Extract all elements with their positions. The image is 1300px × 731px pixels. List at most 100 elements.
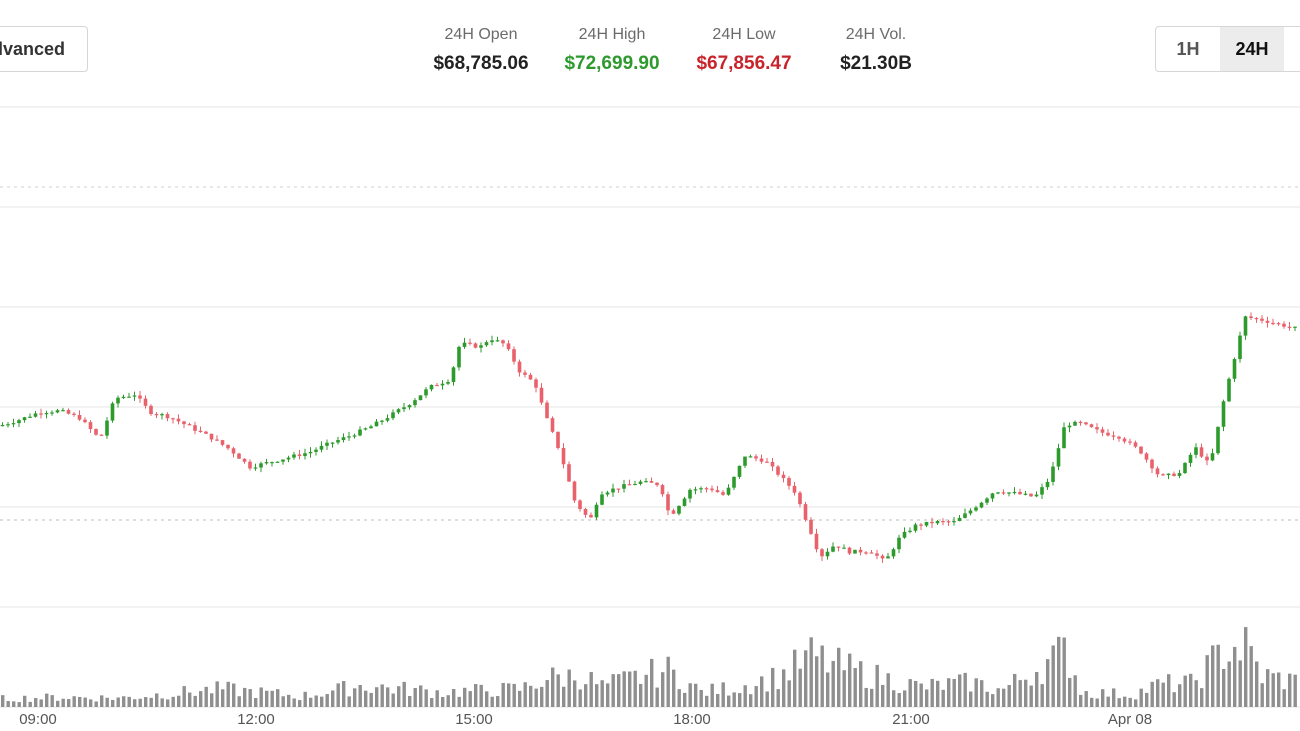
volume-bar — [127, 696, 131, 707]
candle-down — [149, 405, 153, 415]
volume-bar — [672, 669, 676, 707]
advanced-button[interactable]: lvanced — [0, 26, 88, 72]
candle-up — [644, 481, 648, 483]
volume-bar — [875, 664, 879, 707]
candle-up — [6, 424, 10, 426]
volume-bar — [1277, 672, 1281, 707]
volume-bar — [479, 684, 483, 707]
candle-up — [633, 483, 637, 486]
candle-up — [308, 451, 313, 454]
volume-bar — [1007, 685, 1011, 707]
candle-down — [1018, 491, 1022, 495]
volume-bar — [100, 695, 104, 707]
volume-bar — [232, 683, 236, 707]
x-tick-label: 12:00 — [237, 711, 275, 728]
volume-bar — [782, 669, 786, 707]
stat-label: 24H Vol. — [845, 26, 907, 43]
stat-value: $21.30B — [840, 53, 912, 74]
candle-up — [341, 437, 346, 441]
volume-bar — [864, 687, 868, 707]
candle-down — [1111, 435, 1116, 437]
volume-bar — [1029, 685, 1033, 707]
candle-down — [534, 379, 538, 388]
volume-bar — [1057, 636, 1061, 707]
candle-up — [1221, 401, 1226, 427]
volume-bar — [556, 674, 560, 707]
candle-down — [1084, 422, 1088, 425]
candle-down — [215, 439, 219, 441]
range-option-1h[interactable]: 1H — [1176, 38, 1200, 59]
volume-bar — [122, 696, 126, 707]
volume-bar — [1156, 679, 1160, 707]
candle-down — [1133, 442, 1138, 447]
candle-up — [831, 546, 835, 552]
volume-bar — [633, 670, 637, 707]
candle-down — [171, 418, 175, 420]
candle-up — [1232, 359, 1237, 379]
candle-up — [974, 507, 978, 511]
candle-up — [732, 476, 736, 488]
candle-down — [578, 500, 582, 509]
candle-down — [204, 431, 208, 434]
volume-bar — [1167, 674, 1171, 707]
volume-bar — [292, 698, 296, 707]
candle-down — [1254, 317, 1259, 320]
x-axis: 09:00 12:00 15:00 18:00 21:00 Apr 08 — [19, 711, 1152, 728]
volume-bar — [963, 672, 967, 707]
volume-bar — [276, 689, 280, 707]
volume-bar — [1227, 661, 1231, 707]
volume-bar — [1040, 684, 1044, 707]
candle-down — [1271, 322, 1275, 325]
volume-bar — [1150, 681, 1154, 707]
volume-bar — [1183, 675, 1187, 707]
candle-down — [198, 430, 203, 432]
candle-down — [759, 458, 764, 462]
candle-down — [836, 546, 841, 548]
candle-down — [473, 343, 478, 348]
candle-up — [440, 383, 445, 386]
stat-24h-high: 24H High $72,699.90 — [542, 24, 682, 76]
volume-bar — [512, 683, 516, 707]
volume-bar — [980, 680, 984, 707]
candle-down — [880, 555, 885, 559]
volume-bar — [199, 691, 203, 707]
candle-down — [1199, 447, 1204, 457]
candle-down — [556, 431, 560, 448]
candle-down — [545, 402, 549, 419]
volume-bar — [28, 701, 32, 707]
volume-bar — [518, 690, 522, 707]
candle-up — [105, 420, 109, 436]
candlesticks — [0, 312, 1297, 563]
volume-bar — [815, 656, 819, 707]
volume-bar — [765, 691, 769, 707]
candle-up — [281, 459, 285, 462]
candle-up — [748, 456, 753, 458]
candle-up — [693, 489, 698, 491]
volume-bar — [793, 649, 797, 707]
candle-down — [858, 549, 863, 553]
candle-down — [572, 481, 577, 501]
candle-up — [1012, 491, 1017, 494]
candle-down — [627, 484, 632, 486]
candle-up — [347, 436, 351, 438]
candle-down — [649, 481, 654, 483]
volume-bar — [1233, 646, 1237, 707]
stat-label: 24H Open — [444, 26, 518, 43]
range-option-24h[interactable]: 24H — [1220, 27, 1284, 71]
candle-up — [1045, 481, 1050, 488]
candle-up — [1293, 326, 1297, 328]
volume-bar — [1189, 673, 1193, 707]
candle-up — [479, 345, 483, 348]
volume-bar — [468, 691, 472, 707]
volume-bar — [936, 680, 940, 707]
candle-down — [1078, 421, 1083, 424]
volume-bar — [6, 701, 10, 707]
candle-up — [924, 521, 929, 526]
x-tick-label: 09:00 — [19, 711, 57, 728]
candle-down — [77, 414, 82, 420]
candle-down — [226, 444, 230, 449]
grid-lines — [0, 106, 1300, 708]
candle-down — [468, 342, 472, 344]
volume-bar — [683, 692, 687, 707]
volume-bar — [749, 694, 753, 707]
